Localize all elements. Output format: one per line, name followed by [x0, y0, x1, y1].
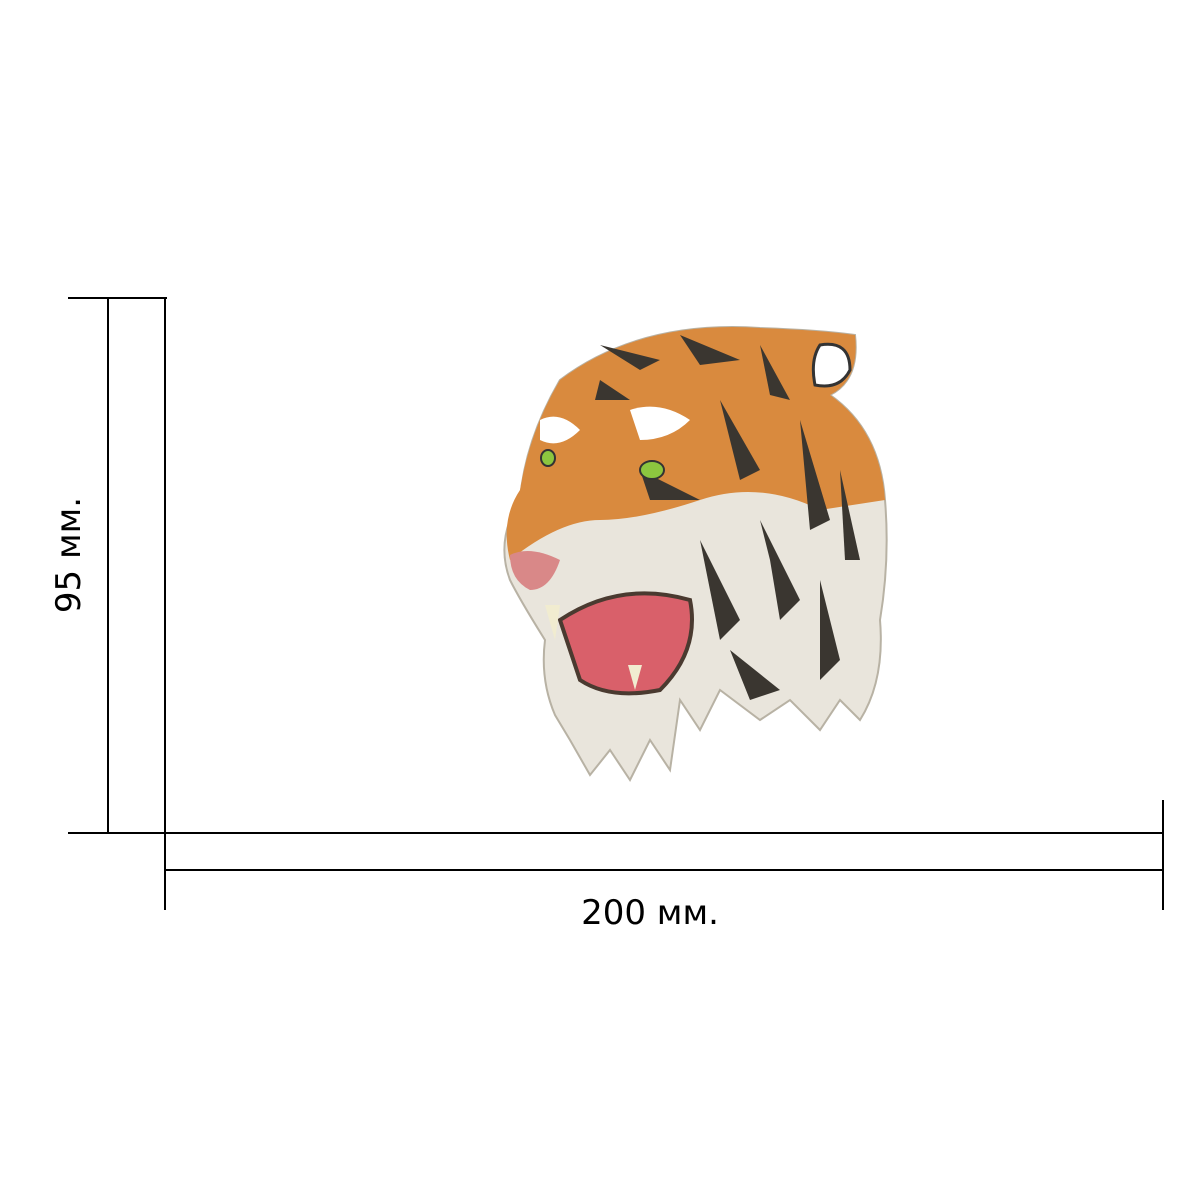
tiger-illustration — [503, 326, 888, 782]
height-label: 95 мм. — [49, 497, 89, 613]
width-label: 200 мм. — [581, 893, 719, 933]
width-dimension: 200 мм. — [164, 800, 1164, 933]
height-dimension: 95 мм. — [49, 297, 167, 834]
